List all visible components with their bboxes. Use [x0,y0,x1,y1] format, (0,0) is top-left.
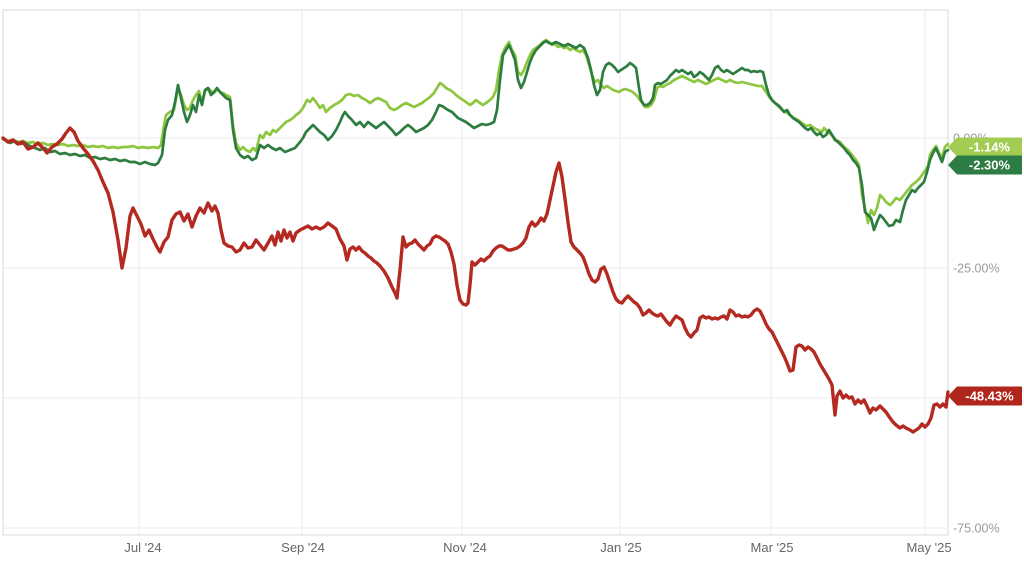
series-line-light-green [1,38,950,225]
end-value-badge-light-green [948,137,1022,157]
x-axis-tick-label: May '25 [906,540,951,555]
y-axis-tick-label: -75.00% [953,522,1000,536]
y-axis-tick-label: -25.00% [953,262,1000,276]
end-badges-layer: -1.14% -2.30% -48.43% [948,137,1022,406]
series-line-dark-green [1,39,950,232]
series-lines-layer [1,38,950,434]
end-value-badge-red [948,386,1022,406]
x-axis-tick-label: Jul '24 [124,540,161,555]
x-axis-tick-label: Mar '25 [751,540,794,555]
x-axis-tick-label: Jan '25 [600,540,642,555]
end-value-badge-label-light-green: -1.14% [969,140,1011,155]
end-value-badge-label-dark-green: -2.30% [969,158,1011,173]
series-line-red [1,126,950,434]
end-value-badge-label-red: -48.43% [965,389,1014,404]
grid-layer [2,9,949,536]
x-axis-tick-label: Sep '24 [281,540,325,555]
x-axis-tick-label: Nov '24 [443,540,487,555]
end-value-badge-dark-green [948,155,1022,175]
plot-border [2,9,949,536]
